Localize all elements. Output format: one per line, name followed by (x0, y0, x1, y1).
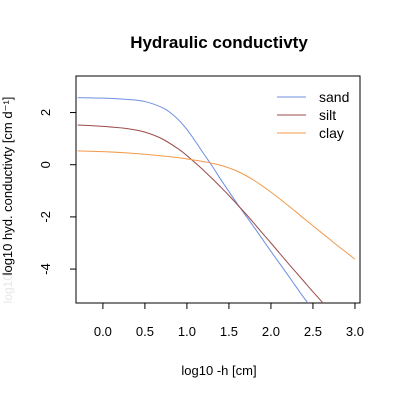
series-line-silt (77, 124, 324, 303)
series-line-sand (77, 97, 309, 303)
x-tick-label: 3.0 (346, 324, 364, 339)
series-line-clay (77, 150, 356, 260)
chart-title: Hydraulic conductivty (130, 33, 308, 52)
x-axis: 0.0 0.5 1.0 1.5 2.0 2.5 3.0 (94, 302, 364, 339)
y-tick-label: -2 (38, 211, 53, 223)
y-tick-label: 2 (38, 109, 53, 116)
y-axis: -4 -2 0 2 (38, 109, 77, 275)
legend-label-clay: clay (319, 125, 344, 141)
legend-label-silt: silt (319, 107, 336, 123)
series-layer (77, 97, 356, 303)
x-tick-label: 2.0 (262, 324, 280, 339)
x-tick-label: 1.0 (178, 324, 196, 339)
x-axis-label: log10 -h [cm] (181, 363, 256, 378)
x-tick-label: 2.5 (304, 324, 322, 339)
x-tick-label: 0.5 (136, 324, 154, 339)
y-axis-label-faint: log10 s (1, 265, 15, 304)
legend: sand silt clay (277, 89, 349, 141)
y-axis-label: log10 hyd. conductivty [cm d⁻¹] (0, 97, 15, 276)
y-tick-label: -4 (38, 263, 53, 275)
x-tick-label: 1.5 (220, 324, 238, 339)
legend-label-sand: sand (319, 89, 349, 105)
y-tick-label: 0 (38, 161, 53, 168)
x-tick-label: 0.0 (94, 324, 112, 339)
